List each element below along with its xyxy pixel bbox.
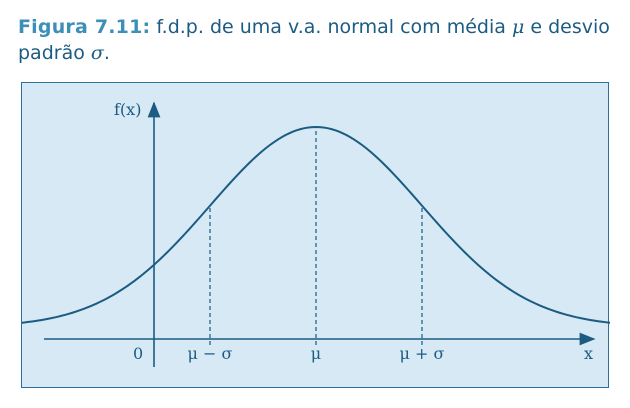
origin-label: 0 (133, 344, 143, 363)
figure-panel: f(x) x 0 μ − σ μ μ + σ (21, 82, 610, 388)
tick-label-3: μ + σ (400, 344, 445, 363)
x-axis-label: x (584, 344, 593, 363)
figure-caption: Figura 7.11: f.d.p. de uma v.a. normal c… (18, 14, 622, 66)
y-axis-label: f(x) (114, 100, 141, 119)
tick-label-2: μ (311, 344, 321, 363)
tick-label-1: μ − σ (188, 344, 233, 363)
caption-text-2: e desvio padrão (18, 16, 610, 64)
reference-lines (209, 127, 423, 345)
caption-sigma-symbol: σ (90, 42, 104, 64)
tick-labels: μ − σ μ μ + σ (188, 344, 445, 363)
figure-label: Figura 7.11: (18, 16, 151, 38)
density-curve (22, 125, 610, 324)
caption-mu-symbol: μ (511, 16, 525, 38)
caption-text-1: f.d.p. de uma v.a. normal com média (156, 16, 506, 38)
caption-end: . (103, 42, 110, 64)
normal-distribution-chart: f(x) x 0 μ − σ μ μ + σ (22, 100, 610, 367)
